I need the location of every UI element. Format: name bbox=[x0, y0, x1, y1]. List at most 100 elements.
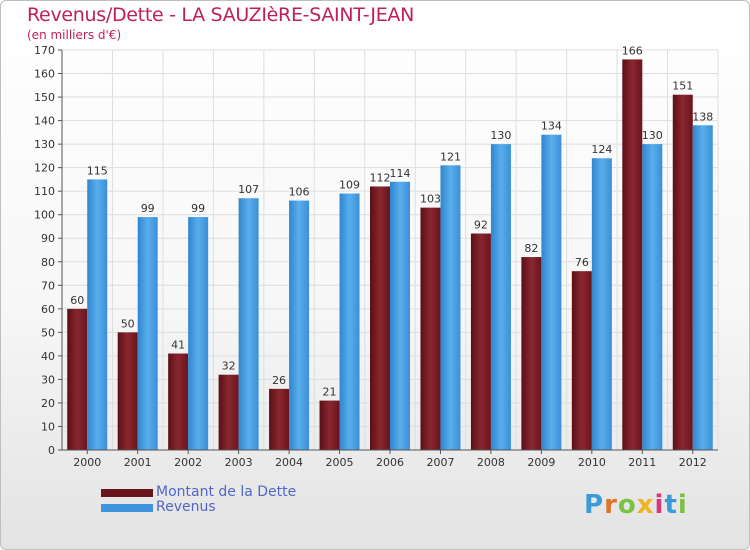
legend-label-revenus: Revenus bbox=[156, 499, 216, 515]
x-tick-label: 2010 bbox=[578, 456, 606, 469]
y-tick-label: 90 bbox=[41, 232, 55, 245]
bar-dette-2009 bbox=[521, 257, 542, 450]
bar-dette-2004 bbox=[269, 388, 290, 450]
x-tick-label: 2012 bbox=[679, 456, 707, 469]
x-tick-label: 2000 bbox=[73, 456, 101, 469]
axes: 0 10 20 30 40 50 60 70 80 90 100 110 120 130 140 150 160… bbox=[34, 44, 718, 469]
bar-revenus-2005 bbox=[339, 193, 360, 450]
legend-swatch-dette bbox=[101, 489, 153, 497]
data-label: 114 bbox=[390, 167, 411, 180]
y-tick-label: 140 bbox=[34, 115, 55, 128]
bar-revenus-2012 bbox=[692, 125, 713, 450]
y-tick-label: 120 bbox=[34, 162, 55, 175]
bar-dette-2006 bbox=[370, 186, 390, 450]
x-tick-label: 2011 bbox=[628, 456, 656, 469]
x-tick-label: 2007 bbox=[426, 456, 454, 469]
y-tick-label: 70 bbox=[41, 279, 55, 292]
y-tick-label: 130 bbox=[34, 138, 55, 151]
bar-dette-2012 bbox=[672, 94, 693, 451]
data-label: 106 bbox=[289, 186, 310, 199]
data-label: 115 bbox=[87, 164, 108, 177]
x-tick-label: 2002 bbox=[174, 456, 202, 469]
data-label: 109 bbox=[339, 179, 360, 192]
bar-revenus-2011 bbox=[642, 144, 663, 450]
y-tick-label: 50 bbox=[41, 326, 55, 339]
bar-revenus-2010 bbox=[591, 158, 612, 450]
bar-dette-2000 bbox=[67, 308, 88, 450]
data-label: 124 bbox=[591, 143, 612, 156]
bar-dette-2008 bbox=[470, 233, 491, 450]
data-label: 130 bbox=[490, 129, 511, 142]
logo-letter: P bbox=[584, 490, 605, 520]
bar-revenus-2008 bbox=[490, 144, 511, 450]
bar-dette-2002 bbox=[168, 353, 189, 450]
y-tick-label: 60 bbox=[41, 303, 55, 316]
bar-dette-2005 bbox=[319, 400, 340, 450]
data-label: 32 bbox=[222, 360, 236, 373]
logo-letter: i bbox=[677, 490, 688, 520]
data-label: 166 bbox=[622, 44, 643, 57]
legend-swatch-revenus bbox=[101, 504, 153, 512]
bars bbox=[67, 59, 713, 451]
data-label: 82 bbox=[524, 242, 538, 255]
x-tick-label: 2004 bbox=[275, 456, 303, 469]
data-label: 60 bbox=[70, 294, 84, 307]
x-tick-label: 2009 bbox=[527, 456, 555, 469]
y-tick-label: 160 bbox=[34, 68, 55, 81]
proxiti-logo: Proxiti bbox=[584, 490, 688, 520]
data-label: 50 bbox=[121, 317, 135, 330]
y-tick-label: 10 bbox=[41, 420, 55, 433]
bar-revenus-2002 bbox=[188, 217, 209, 450]
data-label: 107 bbox=[238, 183, 259, 196]
x-tick-label: 2005 bbox=[326, 456, 354, 469]
logo-letter: t bbox=[664, 490, 678, 520]
bar-revenus-2000 bbox=[87, 179, 108, 451]
data-label: 99 bbox=[141, 202, 155, 215]
data-label: 76 bbox=[575, 256, 589, 269]
y-tick-label: 40 bbox=[41, 350, 55, 363]
y-tick-label: 170 bbox=[34, 44, 55, 57]
y-tick-label: 20 bbox=[41, 397, 55, 410]
data-label: 26 bbox=[272, 374, 286, 387]
bar-revenus-2003 bbox=[238, 198, 259, 450]
data-label: 103 bbox=[420, 193, 441, 206]
bar-revenus-2006 bbox=[390, 181, 410, 450]
x-tick-label: 2003 bbox=[225, 456, 253, 469]
data-label: 92 bbox=[474, 219, 488, 232]
data-label: 112 bbox=[370, 171, 391, 184]
bar-revenus-2004 bbox=[289, 200, 310, 450]
bar-dette-2003 bbox=[218, 374, 239, 450]
data-label: 138 bbox=[692, 110, 713, 123]
y-tick-label: 0 bbox=[48, 444, 55, 457]
logo-letter: i bbox=[654, 490, 665, 520]
data-label: 134 bbox=[541, 120, 562, 133]
x-tick-label: 2006 bbox=[376, 456, 404, 469]
y-tick-label: 30 bbox=[41, 373, 55, 386]
bar-dette-2010 bbox=[571, 271, 592, 450]
data-label: 130 bbox=[642, 129, 663, 142]
data-label: 41 bbox=[171, 339, 185, 352]
bar-revenus-2007 bbox=[440, 165, 461, 450]
chart-subtitle: (en milliers d'€) bbox=[27, 28, 122, 42]
data-label: 21 bbox=[323, 386, 337, 399]
chart-title: Revenus/Dette - LA SAUZIèRE-SAINT-JEAN bbox=[27, 4, 415, 26]
x-tick-label: 2001 bbox=[124, 456, 152, 469]
data-label: 121 bbox=[440, 150, 461, 163]
bar-dette-2007 bbox=[420, 207, 441, 450]
data-labels: 60 115 50 99 41 99 32 107 26 106 21 109 112 114 103 121… bbox=[70, 44, 713, 398]
logo-letter: o bbox=[617, 490, 637, 520]
logo-letter: r bbox=[604, 490, 618, 520]
data-label: 151 bbox=[672, 80, 693, 93]
legend-label-dette: Montant de la Dette bbox=[156, 484, 297, 500]
bar-dette-2011 bbox=[622, 59, 643, 450]
bar-revenus-2009 bbox=[541, 134, 562, 451]
bar-revenus-2001 bbox=[137, 217, 158, 450]
y-tick-label: 80 bbox=[41, 256, 55, 269]
y-tick-label: 110 bbox=[34, 185, 55, 198]
logo-letter: x bbox=[636, 490, 655, 520]
x-tick-label: 2008 bbox=[477, 456, 505, 469]
bar-dette-2001 bbox=[117, 332, 138, 450]
y-tick-label: 150 bbox=[34, 91, 55, 104]
data-label: 99 bbox=[191, 202, 205, 215]
